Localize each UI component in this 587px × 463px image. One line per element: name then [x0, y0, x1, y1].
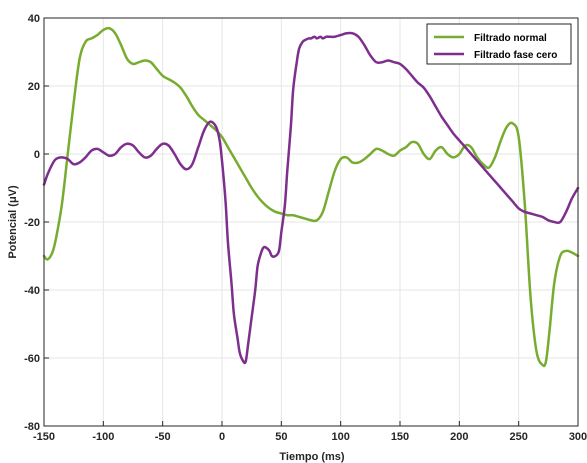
- x-tick-label: 150: [391, 431, 409, 443]
- x-tick-label: -150: [33, 431, 55, 443]
- y-axis-title: Potencial (μV): [7, 185, 19, 259]
- y-tick-label: 0: [34, 149, 40, 161]
- x-tick-label: 250: [509, 431, 527, 443]
- x-tick-label: -50: [155, 431, 171, 443]
- y-tick-label: 40: [28, 13, 40, 25]
- x-tick-label: 300: [569, 431, 587, 443]
- legend-box: [426, 23, 572, 65]
- x-tick-label: 200: [450, 431, 468, 443]
- legend: Filtrado normal Filtrado fase cero: [426, 23, 572, 65]
- x-tick-label: 0: [219, 431, 225, 443]
- y-tick-label: -20: [24, 217, 40, 229]
- series-line-filtrado-normal: [42, 26, 580, 368]
- legend-label-filtrado-fase-cero: Filtrado fase cero: [474, 50, 557, 61]
- x-tick-label: 100: [331, 431, 349, 443]
- y-tick-label: -40: [24, 285, 40, 297]
- series-lines: [42, 26, 580, 368]
- y-tick-label: -80: [24, 421, 40, 433]
- x-tick-label: -100: [92, 431, 114, 443]
- y-tick-label: -60: [24, 353, 40, 365]
- series-line-filtrado-fase-cero: [42, 31, 580, 365]
- x-tick-label: 50: [275, 431, 287, 443]
- y-tick-label: 20: [28, 81, 40, 93]
- x-axis-title: Tiempo (ms): [279, 451, 345, 463]
- axis-ticks: -150 -100 -50 0 50 100 150 200 250 300-80-60-40-2…: [24, 13, 587, 443]
- legend-label-filtrado-normal: Filtrado normal: [474, 33, 547, 44]
